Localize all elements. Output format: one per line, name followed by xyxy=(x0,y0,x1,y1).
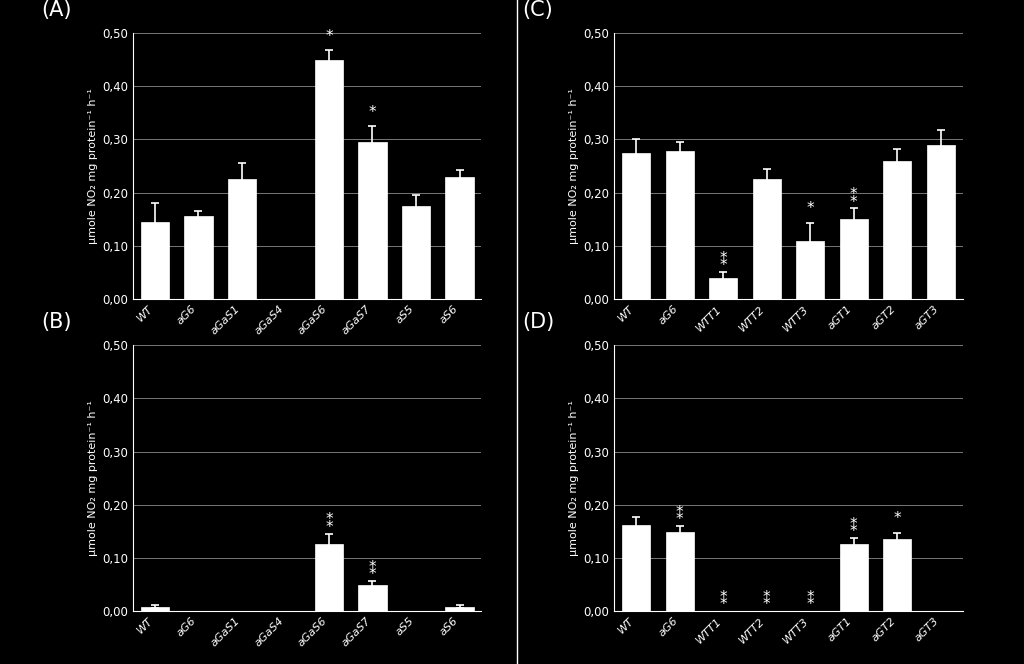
Text: *: * xyxy=(763,590,770,604)
Bar xyxy=(796,242,824,299)
Bar xyxy=(840,219,868,299)
Bar xyxy=(184,216,213,299)
Text: *: * xyxy=(720,251,727,266)
Text: *: * xyxy=(369,105,376,120)
Bar xyxy=(401,206,430,299)
Text: *: * xyxy=(326,29,333,44)
Bar xyxy=(445,177,474,299)
Bar xyxy=(883,539,911,611)
Text: *: * xyxy=(850,187,857,202)
Bar xyxy=(883,161,911,299)
Bar xyxy=(227,179,256,299)
Text: (D): (D) xyxy=(522,312,554,332)
Y-axis label: μmole NO₂ mg protein⁻¹ h⁻¹: μmole NO₂ mg protein⁻¹ h⁻¹ xyxy=(569,400,580,556)
Text: *: * xyxy=(326,520,333,535)
Y-axis label: μmole NO₂ mg protein⁻¹ h⁻¹: μmole NO₂ mg protein⁻¹ h⁻¹ xyxy=(569,88,580,244)
Text: *: * xyxy=(676,505,683,519)
Bar xyxy=(622,525,650,611)
Text: *: * xyxy=(326,513,333,527)
Text: *: * xyxy=(763,597,770,612)
Bar xyxy=(666,533,694,611)
Bar xyxy=(314,60,343,299)
Text: *: * xyxy=(676,512,683,527)
Text: (A): (A) xyxy=(41,0,72,20)
Text: *: * xyxy=(720,590,727,604)
Bar xyxy=(314,544,343,611)
Text: *: * xyxy=(850,517,857,532)
Text: *: * xyxy=(850,195,857,210)
Text: *: * xyxy=(894,511,901,527)
Bar xyxy=(666,151,694,299)
Text: *: * xyxy=(807,597,814,612)
Bar xyxy=(140,222,169,299)
Bar xyxy=(840,544,868,611)
Y-axis label: μmole NO₂ mg protein⁻¹ h⁻¹: μmole NO₂ mg protein⁻¹ h⁻¹ xyxy=(88,88,98,244)
Bar xyxy=(622,153,650,299)
Text: *: * xyxy=(807,590,814,604)
Text: *: * xyxy=(720,258,727,274)
Bar xyxy=(358,586,387,611)
Bar xyxy=(140,607,169,611)
Text: *: * xyxy=(850,524,857,539)
Bar xyxy=(927,145,955,299)
Text: *: * xyxy=(807,201,814,216)
Bar xyxy=(709,278,737,299)
Text: *: * xyxy=(369,560,376,575)
Y-axis label: μmole NO₂ mg protein⁻¹ h⁻¹: μmole NO₂ mg protein⁻¹ h⁻¹ xyxy=(88,400,98,556)
Bar xyxy=(753,179,781,299)
Text: (C): (C) xyxy=(522,0,553,20)
Text: *: * xyxy=(369,567,376,582)
Bar xyxy=(358,142,387,299)
Text: (B): (B) xyxy=(41,312,72,332)
Text: *: * xyxy=(720,597,727,612)
Bar xyxy=(445,607,474,611)
